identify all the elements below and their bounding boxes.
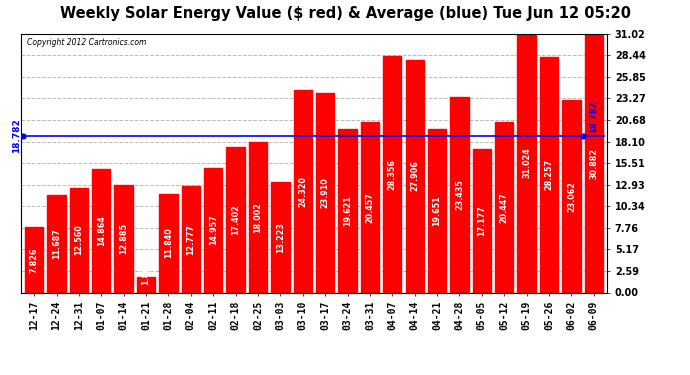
Bar: [159, 194, 177, 292]
Text: 20.457: 20.457: [366, 192, 375, 222]
Text: 1.802: 1.802: [141, 260, 150, 285]
Bar: [428, 129, 446, 292]
Bar: [25, 227, 43, 292]
Text: 24.320: 24.320: [298, 176, 307, 207]
Bar: [181, 186, 200, 292]
Text: 30.882: 30.882: [589, 148, 598, 179]
Bar: [293, 90, 312, 292]
Bar: [473, 149, 491, 292]
Text: 23.910: 23.910: [321, 177, 330, 208]
Bar: [204, 168, 222, 292]
Text: 19.621: 19.621: [343, 195, 352, 226]
Bar: [92, 168, 110, 292]
Text: 31.024: 31.024: [522, 148, 531, 178]
Text: 18.782: 18.782: [589, 101, 598, 134]
Text: 14.957: 14.957: [208, 215, 218, 245]
Text: 14.864: 14.864: [97, 215, 106, 246]
Text: 27.906: 27.906: [410, 161, 420, 192]
Bar: [115, 185, 133, 292]
Bar: [518, 34, 536, 292]
Bar: [562, 100, 580, 292]
Bar: [137, 278, 155, 292]
Bar: [70, 188, 88, 292]
Text: 11.840: 11.840: [164, 228, 173, 258]
Text: 23.435: 23.435: [455, 179, 464, 210]
Bar: [361, 122, 379, 292]
Text: 20.447: 20.447: [500, 192, 509, 223]
Text: 17.402: 17.402: [231, 204, 240, 235]
Bar: [495, 122, 513, 292]
Text: 28.356: 28.356: [388, 159, 397, 190]
Text: Weekly Solar Energy Value ($ red) & Average (blue) Tue Jun 12 05:20: Weekly Solar Energy Value ($ red) & Aver…: [59, 6, 631, 21]
Text: 18.002: 18.002: [253, 202, 262, 233]
Text: 17.177: 17.177: [477, 206, 486, 236]
Text: 28.257: 28.257: [544, 159, 553, 190]
Text: 18.782: 18.782: [12, 118, 21, 153]
Text: Copyright 2012 Cartronics.com: Copyright 2012 Cartronics.com: [26, 38, 146, 46]
Text: 23.062: 23.062: [567, 181, 576, 212]
Text: 19.651: 19.651: [433, 195, 442, 226]
Bar: [383, 56, 402, 292]
Bar: [226, 147, 245, 292]
Text: 13.223: 13.223: [276, 222, 285, 253]
Bar: [48, 195, 66, 292]
Bar: [338, 129, 357, 292]
Text: 11.687: 11.687: [52, 228, 61, 259]
Bar: [540, 57, 558, 292]
Bar: [316, 93, 335, 292]
Bar: [406, 60, 424, 292]
Text: 12.885: 12.885: [119, 223, 128, 254]
Bar: [249, 142, 267, 292]
Text: 12.777: 12.777: [186, 224, 195, 255]
Bar: [271, 182, 290, 292]
Bar: [584, 35, 603, 292]
Bar: [451, 97, 469, 292]
Text: 7.826: 7.826: [30, 247, 39, 273]
Text: 12.560: 12.560: [75, 225, 83, 255]
